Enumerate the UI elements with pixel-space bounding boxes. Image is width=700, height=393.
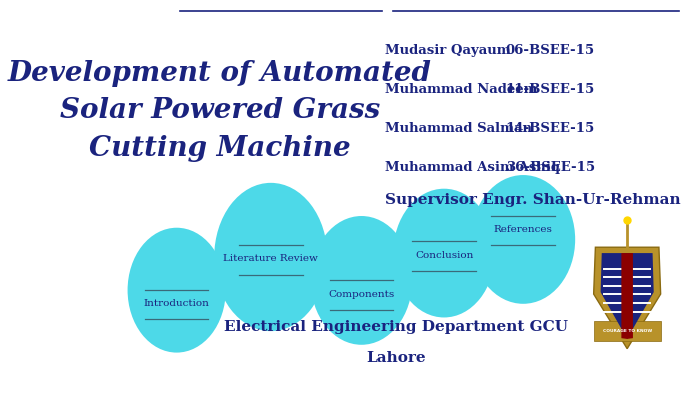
Text: Lahore: Lahore bbox=[366, 351, 426, 365]
Text: Muhammad Salman: Muhammad Salman bbox=[384, 122, 531, 135]
Polygon shape bbox=[594, 321, 661, 341]
Ellipse shape bbox=[311, 216, 412, 345]
Text: Mudasir Qayaum: Mudasir Qayaum bbox=[384, 44, 510, 57]
Text: Literature Review: Literature Review bbox=[223, 254, 318, 263]
Text: Supervisor Engr. Shan-Ur-Rehman: Supervisor Engr. Shan-Ur-Rehman bbox=[384, 193, 680, 208]
Text: Muhammad Asim Ashiq: Muhammad Asim Ashiq bbox=[384, 161, 559, 174]
Ellipse shape bbox=[127, 228, 226, 353]
Polygon shape bbox=[594, 247, 661, 349]
Text: Development of Automated
Solar Powered Grass
Cutting Machine: Development of Automated Solar Powered G… bbox=[8, 60, 432, 162]
Text: 14-BSEE-15: 14-BSEE-15 bbox=[506, 122, 595, 135]
Text: 06-BSEE-15: 06-BSEE-15 bbox=[506, 44, 595, 57]
Text: 36-BSEE-15: 36-BSEE-15 bbox=[506, 161, 595, 174]
Text: Components: Components bbox=[328, 290, 395, 299]
Text: Muhammad Nadeem: Muhammad Nadeem bbox=[384, 83, 537, 95]
Polygon shape bbox=[622, 253, 633, 339]
Text: 11-BSEE-15: 11-BSEE-15 bbox=[506, 83, 595, 95]
Text: COURAGE TO KNOW: COURAGE TO KNOW bbox=[603, 329, 652, 333]
Text: References: References bbox=[494, 225, 552, 234]
Text: Conclusion: Conclusion bbox=[415, 250, 473, 259]
Text: Introduction: Introduction bbox=[144, 299, 209, 309]
Ellipse shape bbox=[471, 175, 575, 304]
Text: Electrical Engineering Department GCU: Electrical Engineering Department GCU bbox=[224, 320, 568, 334]
Ellipse shape bbox=[393, 189, 495, 318]
Ellipse shape bbox=[214, 183, 328, 331]
Polygon shape bbox=[601, 253, 654, 339]
